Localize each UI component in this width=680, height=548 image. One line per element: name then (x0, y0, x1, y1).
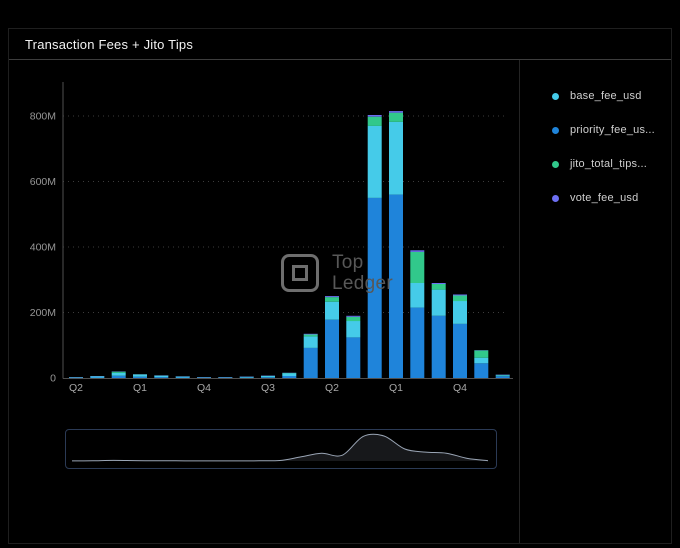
watermark: Top Ledger (281, 252, 393, 294)
legend-item-vote-fee-usd[interactable]: vote_fee_usd (552, 192, 671, 204)
bar-segment (303, 333, 318, 335)
bar-segment (303, 347, 318, 378)
card-header: Transaction Fees + Jito Tips (9, 29, 671, 60)
bar-segment (346, 337, 361, 378)
watermark-text-line2: Ledger (332, 273, 393, 294)
bar-segment (111, 372, 126, 376)
card-content: 0 200M 400M 600M 800M Q2 Q1 Q4 Q3 Q2 Q1 Q4 Top Ledg… (9, 60, 671, 543)
y-tick-label: 400M (30, 242, 56, 254)
bar-segment (111, 371, 126, 373)
y-tick-label: 600M (30, 176, 56, 188)
bar-segment (410, 250, 425, 252)
x-tick-label: Q1 (389, 382, 403, 394)
navigator-area (72, 434, 488, 461)
legend-item-jito-total-tips[interactable]: jito_total_tips... (552, 158, 671, 170)
legend-dot-jito-tips-icon (552, 160, 559, 168)
chart-title: Transaction Fees + Jito Tips (25, 36, 194, 52)
chart-pane: 0 200M 400M 600M 800M Q2 Q1 Q4 Q3 Q2 Q1 Q4 Top Ledg… (9, 60, 520, 543)
bar-segment (367, 197, 382, 378)
bar-segment (282, 373, 297, 376)
bar-segment (346, 316, 361, 322)
bar-segment (431, 289, 446, 316)
bar-segment (325, 297, 339, 302)
x-tick-label: Q4 (453, 382, 467, 394)
legend-dot-vote-fee-icon (552, 194, 559, 202)
bar-segment (325, 296, 339, 298)
bar-segment (453, 301, 467, 324)
bar-segment (431, 283, 446, 284)
bar-segment (453, 295, 467, 302)
bar-segment (218, 377, 233, 378)
x-tick-label: Q2 (325, 382, 339, 394)
bar-segment (154, 375, 169, 378)
y-tick-label: 800M (30, 111, 56, 123)
bar-segment (367, 115, 382, 117)
bar-segment (346, 315, 361, 317)
range-navigator-curve[interactable] (66, 430, 494, 466)
top-ledger-logo-icon (281, 254, 319, 292)
bar-segment (389, 121, 403, 195)
bar-segment (367, 125, 382, 198)
bar-segment (282, 372, 297, 374)
bar-segment (175, 376, 190, 378)
x-tick-label: Q4 (197, 382, 211, 394)
bar-segment (474, 357, 489, 364)
y-tick-label: 200M (30, 307, 56, 319)
chart-card: Transaction Fees + Jito Tips 0 200M 400M 60… (8, 28, 672, 544)
bar-segment (111, 375, 126, 378)
legend-label: base_fee_usd (570, 90, 642, 102)
bar-segment (453, 294, 467, 296)
bar-segment (346, 321, 361, 338)
legend-item-base-fee-usd[interactable]: base_fee_usd (552, 90, 671, 102)
range-navigator[interactable] (65, 429, 497, 469)
x-tick-label: Q3 (261, 382, 275, 394)
bar-segment (303, 334, 318, 337)
bar-segment (175, 377, 190, 378)
bar-segment (303, 336, 318, 348)
watermark-text-line1: Top (332, 252, 364, 273)
bar-segment (69, 377, 83, 378)
bar-segment (197, 377, 211, 378)
bar-segment (453, 324, 467, 378)
bar-segment (410, 251, 425, 283)
legend-label: vote_fee_usd (570, 192, 639, 204)
bar-segment (474, 350, 489, 358)
bar-segment (410, 307, 425, 378)
bar-segment (133, 376, 147, 378)
bar-segment (325, 319, 339, 378)
bar-segment (389, 112, 403, 122)
navigator-line (71, 433, 489, 462)
bar-segment (90, 376, 105, 378)
legend-dot-priority-fee-icon (552, 126, 559, 134)
bar-segment (261, 375, 275, 378)
bar-segment (431, 315, 446, 378)
bar-segment (133, 374, 147, 375)
bar-segment (325, 301, 339, 320)
chart-legend: base_fee_usd priority_fee_us... jito_tot… (520, 60, 671, 543)
bar-segment (389, 194, 403, 378)
legend-item-priority-fee-usd[interactable]: priority_fee_us... (552, 124, 671, 136)
bar-segment (495, 376, 510, 378)
bar-segment (389, 111, 403, 113)
stacked-bar-chart: 0 200M 400M 600M 800M Q2 Q1 Q4 Q3 Q2 Q1 Q4 (30, 82, 513, 394)
y-tick-label: 0 (50, 373, 56, 385)
bar-segment (367, 116, 382, 126)
legend-dot-base-fee-icon (552, 92, 559, 100)
bar-segment (90, 377, 105, 378)
x-tick-label: Q2 (69, 382, 83, 394)
legend-label: jito_total_tips... (570, 158, 647, 170)
bar-segment (431, 284, 446, 290)
bar-segment (410, 283, 425, 308)
bar-segment (261, 377, 275, 378)
bar-segment (495, 375, 510, 377)
bar-segment (133, 374, 147, 377)
bar-segment (154, 377, 169, 378)
watermark-text: Top Ledger (332, 252, 393, 294)
bar-segment (474, 363, 489, 378)
top-ledger-logo-inner-square (292, 265, 308, 281)
bar-segment (282, 376, 297, 378)
legend-label: priority_fee_us... (570, 124, 655, 136)
bar-segment (239, 376, 254, 378)
x-tick-label: Q1 (133, 382, 147, 394)
